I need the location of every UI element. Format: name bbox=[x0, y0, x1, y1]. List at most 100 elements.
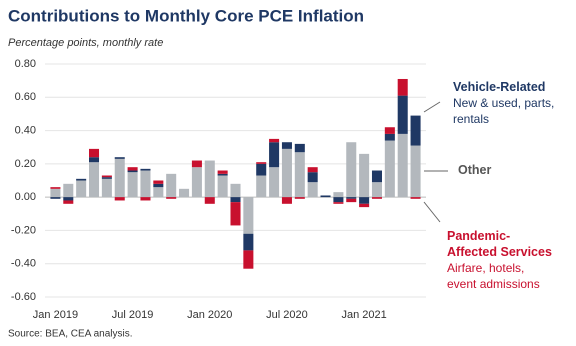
bar-segment bbox=[153, 183, 164, 188]
chart-title: Contributions to Monthly Core PCE Inflat… bbox=[8, 6, 364, 25]
bar-segment bbox=[230, 183, 241, 198]
legend-description: New & used, parts, rentals bbox=[453, 96, 555, 126]
bar-segment bbox=[384, 133, 395, 141]
bar-segment bbox=[294, 197, 305, 199]
bar-segment bbox=[127, 167, 138, 171]
bar-segment bbox=[410, 197, 421, 199]
y-tick-label: -0.40 bbox=[11, 258, 36, 270]
bar-segment bbox=[307, 167, 318, 173]
legend-label: Vehicle-Related New & used, parts, rental… bbox=[453, 79, 563, 127]
bar-segment bbox=[89, 157, 100, 163]
bar-segment bbox=[256, 163, 267, 176]
bar-segment bbox=[269, 167, 280, 198]
y-tick-label: -0.20 bbox=[11, 224, 36, 236]
bar-segment bbox=[140, 197, 151, 201]
bar-segment bbox=[397, 95, 408, 134]
bar-segment bbox=[346, 197, 357, 199]
bar-segment bbox=[204, 197, 215, 204]
bar-segment bbox=[153, 180, 164, 184]
bar-segment bbox=[127, 170, 138, 173]
bar-segment bbox=[191, 160, 202, 168]
legend-name: Vehicle-Related bbox=[453, 80, 546, 94]
source-note: Source: BEA, CEA analysis. bbox=[8, 329, 133, 340]
bar-segment bbox=[230, 202, 241, 226]
bar-segment bbox=[359, 203, 370, 208]
bar-segment bbox=[269, 142, 280, 168]
bar-segment bbox=[166, 197, 177, 199]
y-tick-label: 0.80 bbox=[15, 58, 36, 70]
bar-segment bbox=[101, 178, 112, 198]
bar-segment bbox=[89, 162, 100, 198]
bar-segment bbox=[333, 192, 344, 198]
legend-name: Pandemic-Affected Services bbox=[447, 229, 552, 259]
bar-segment bbox=[371, 170, 382, 183]
bar-segment bbox=[269, 138, 280, 143]
y-tick-label: 0.40 bbox=[15, 124, 36, 136]
bar-segment bbox=[294, 143, 305, 153]
bar-segment bbox=[89, 148, 100, 158]
bar-segment bbox=[243, 197, 254, 234]
x-tick-label: Jan 2020 bbox=[187, 309, 232, 321]
legend-name: Other bbox=[458, 163, 492, 177]
y-tick-label: 0.00 bbox=[15, 191, 36, 203]
bar-segment bbox=[294, 152, 305, 198]
bar-segment bbox=[320, 195, 331, 198]
bar-segment bbox=[76, 180, 87, 198]
x-tick-label: Jul 2019 bbox=[112, 309, 154, 321]
bar-segment bbox=[410, 145, 421, 198]
bar-segment bbox=[307, 182, 318, 198]
bar-segment bbox=[333, 197, 344, 203]
bar-segment bbox=[127, 172, 138, 198]
bar-segment bbox=[63, 197, 74, 201]
y-tick-label: 0.20 bbox=[15, 158, 36, 170]
bar-segment bbox=[256, 162, 267, 164]
x-tick-label: Jan 2019 bbox=[33, 309, 78, 321]
bar-segment bbox=[281, 142, 292, 149]
legend-label: Pandemic-Affected Services Airfare, hotel… bbox=[447, 228, 557, 292]
bar-segment bbox=[384, 140, 395, 198]
bar-segment bbox=[101, 177, 112, 179]
bar-segment bbox=[333, 202, 344, 204]
bar-segment bbox=[114, 157, 125, 159]
bar-segment bbox=[50, 187, 61, 189]
bar-segment bbox=[217, 173, 228, 176]
bar-segment bbox=[76, 178, 87, 181]
legend-description: Airfare, hotels, event admissions bbox=[447, 261, 540, 291]
bar-segment bbox=[397, 78, 408, 96]
bar-segment bbox=[346, 142, 357, 198]
connector bbox=[423, 201, 441, 223]
bar-segment bbox=[179, 188, 190, 198]
bar-segment bbox=[359, 153, 370, 198]
chart-subtitle: Percentage points, monthly rate bbox=[8, 37, 163, 49]
bar-segment bbox=[281, 148, 292, 198]
bar-segment bbox=[166, 173, 177, 198]
bar-segment bbox=[114, 197, 125, 201]
bar-segment bbox=[217, 175, 228, 198]
bar-segment bbox=[281, 197, 292, 204]
bar-segment bbox=[307, 172, 318, 183]
bar-segment bbox=[63, 183, 74, 198]
bar-segment bbox=[256, 175, 267, 198]
bar-segment bbox=[384, 127, 395, 134]
x-tick-label: Jul 2020 bbox=[266, 309, 308, 321]
bar-segment bbox=[153, 187, 164, 198]
bar-segment bbox=[359, 197, 370, 204]
bar-segment bbox=[50, 197, 61, 199]
bar-segment bbox=[230, 197, 241, 203]
bar-segment bbox=[397, 133, 408, 198]
bar-segment bbox=[217, 170, 228, 174]
bar-segment bbox=[243, 250, 254, 269]
bar-segment bbox=[101, 175, 112, 178]
connector bbox=[423, 101, 441, 113]
bar-segment bbox=[371, 182, 382, 198]
bar-segment bbox=[410, 115, 421, 146]
bar-segment bbox=[204, 160, 215, 198]
y-tick-label: 0.60 bbox=[15, 91, 36, 103]
bar-segment bbox=[243, 233, 254, 251]
bar-segment bbox=[140, 168, 151, 171]
bar-segment bbox=[50, 188, 61, 198]
bar-segment bbox=[140, 170, 151, 198]
bar-segment bbox=[114, 158, 125, 198]
